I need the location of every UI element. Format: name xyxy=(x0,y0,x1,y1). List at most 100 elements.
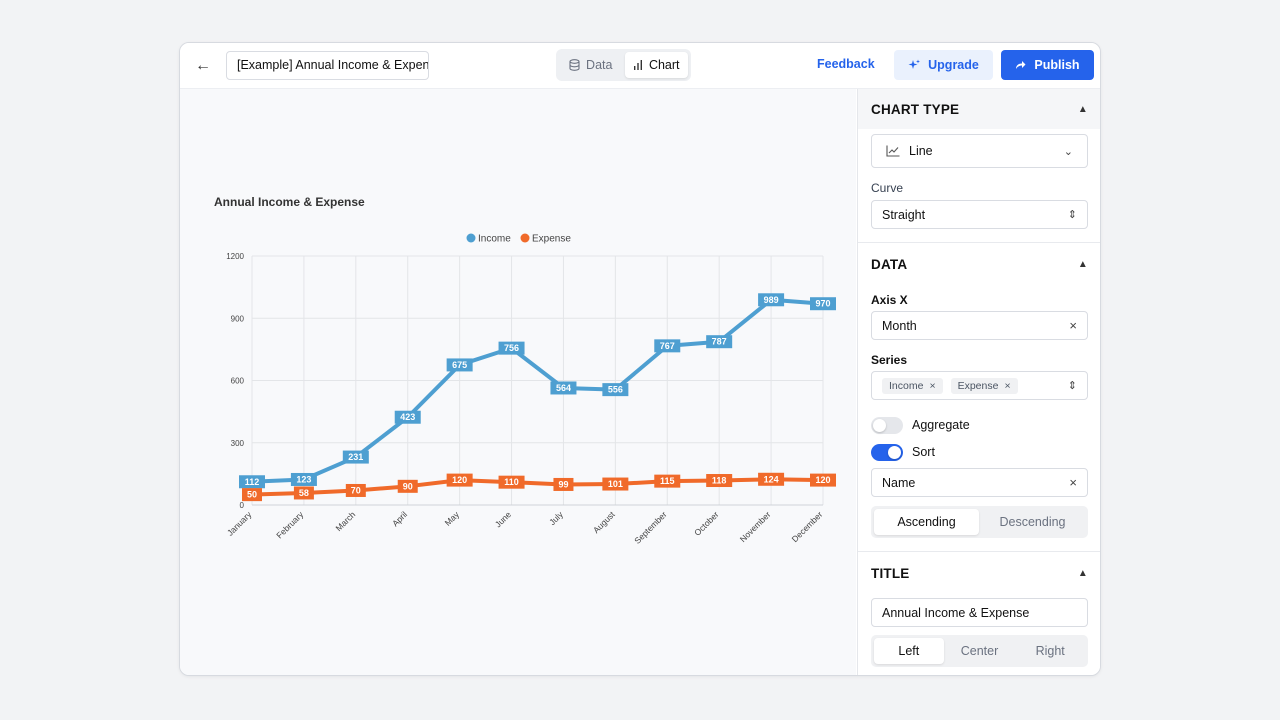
publish-button[interactable]: Publish xyxy=(1001,50,1094,80)
data-label: 70 xyxy=(351,485,361,495)
data-label: 120 xyxy=(815,475,830,485)
arrow-left-icon: ← xyxy=(195,57,211,74)
data-label-box xyxy=(706,474,733,488)
data-label: 767 xyxy=(660,341,675,351)
chart-name-input[interactable]: [Example] Annual Income & Expen xyxy=(226,51,429,80)
sparkle-icon xyxy=(908,59,921,69)
chevron-up-icon: ▲ xyxy=(1077,258,1088,270)
data-label-box xyxy=(602,477,629,491)
chart-type-select[interactable]: Line ⌄ xyxy=(871,134,1088,168)
sort-order-control: Ascending Descending xyxy=(871,506,1088,538)
data-label: 423 xyxy=(400,412,415,422)
remove-icon[interactable]: × xyxy=(1004,379,1011,392)
view-toggle: Data Chart xyxy=(556,49,691,81)
series-chip-income: Income × xyxy=(882,377,943,394)
back-button[interactable]: ← xyxy=(192,55,214,77)
tab-data[interactable]: Data xyxy=(559,52,623,78)
divider xyxy=(858,242,1100,243)
data-label: 989 xyxy=(764,295,779,305)
aggregate-toggle[interactable] xyxy=(871,417,903,434)
data-label-box xyxy=(810,473,836,487)
sort-ascending-option[interactable]: Ascending xyxy=(874,509,979,535)
line-chart: Annual Income & Expense Income Expense 0 300… xyxy=(214,195,836,546)
legend-label: Expense xyxy=(532,234,571,245)
data-label: 120 xyxy=(452,475,467,485)
data-label-box xyxy=(446,358,473,372)
tab-data-label: Data xyxy=(586,58,613,72)
sort-toggle[interactable] xyxy=(871,444,903,461)
publish-label: Publish xyxy=(1034,58,1080,72)
clear-icon[interactable]: × xyxy=(1069,475,1077,490)
align-right-option[interactable]: Right xyxy=(1035,644,1065,658)
series-select[interactable]: Income × Expense × ⇕ xyxy=(871,371,1088,400)
line-chart-icon xyxy=(886,145,900,157)
data-heading: DATA xyxy=(871,256,908,272)
series-chip-label: Expense xyxy=(957,379,999,392)
share-arrow-icon xyxy=(1016,61,1026,69)
axis-x-select[interactable]: Month × xyxy=(871,311,1088,340)
data-label-box xyxy=(239,475,265,489)
bar-chart-icon xyxy=(633,60,642,70)
series-chip-expense: Expense × xyxy=(950,377,1018,394)
data-label: 118 xyxy=(712,476,727,486)
title-align-control: Left Center Right xyxy=(871,635,1088,667)
series-chip-label: Income xyxy=(889,379,924,392)
data-section-header[interactable]: DATA ▲ xyxy=(858,244,1100,284)
x-tick-label: February xyxy=(274,509,306,541)
title-section-header[interactable]: TITLE ▲ xyxy=(858,553,1100,593)
chart-title: Annual Income & Expense xyxy=(214,195,365,209)
data-label-box xyxy=(758,472,785,486)
tab-chart[interactable]: Chart xyxy=(624,52,688,78)
curve-select[interactable]: Straight ⇕ xyxy=(871,200,1088,229)
aggregate-label: Aggregate xyxy=(912,418,970,432)
app-window: ← [Example] Annual Income & Expen Data C… xyxy=(179,42,1101,676)
x-tick-label: December xyxy=(790,509,825,544)
x-tick-label: January xyxy=(225,509,254,538)
align-left-option[interactable]: Left xyxy=(874,638,944,664)
y-tick-label: 1200 xyxy=(226,252,244,261)
chart-title-input[interactable]: Annual Income & Expense xyxy=(871,598,1088,627)
data-label: 58 xyxy=(299,488,309,498)
data-label-box xyxy=(498,341,525,355)
data-label-box xyxy=(290,472,317,486)
x-tick-label: June xyxy=(493,509,513,529)
y-tick-label: 0 xyxy=(240,501,245,510)
chart-canvas: Annual Income & Expense Income Expense 0 300… xyxy=(180,89,856,675)
data-label: 787 xyxy=(712,337,727,347)
toggle-knob xyxy=(888,446,901,459)
curve-value: Straight xyxy=(882,207,926,222)
divider xyxy=(858,551,1100,552)
sort-by-value: Name xyxy=(882,475,916,490)
data-label-box xyxy=(550,381,577,395)
settings-panel: CHART TYPE ▲ Line ⌄ Curve Straight ⇕ DAT… xyxy=(857,89,1100,675)
legend-marker xyxy=(466,233,476,243)
sort-descending-option[interactable]: Descending xyxy=(999,515,1066,529)
data-label: 564 xyxy=(556,383,571,393)
data-label: 99 xyxy=(558,479,568,489)
legend-label: Income xyxy=(478,234,511,245)
chart-type-section-header[interactable]: CHART TYPE ▲ xyxy=(858,89,1100,129)
align-center-option[interactable]: Center xyxy=(960,644,999,658)
chevron-up-icon: ▲ xyxy=(1077,567,1088,579)
data-label: 970 xyxy=(815,299,830,309)
feedback-link[interactable]: Feedback xyxy=(817,57,875,71)
data-label-box xyxy=(342,450,369,464)
upgrade-label: Upgrade xyxy=(928,58,979,72)
data-label: 231 xyxy=(348,452,363,462)
data-label-box xyxy=(394,410,421,424)
top-bar: ← [Example] Annual Income & Expen Data C… xyxy=(180,43,1100,89)
y-tick-label: 900 xyxy=(231,314,245,323)
x-tick-label: April xyxy=(390,509,409,528)
chevron-up-icon: ▲ xyxy=(1077,103,1088,115)
upgrade-button[interactable]: Upgrade xyxy=(894,50,993,80)
select-arrows-icon: ⇕ xyxy=(1067,380,1077,392)
data-label: 556 xyxy=(608,385,623,395)
data-label: 110 xyxy=(504,477,519,487)
data-label: 756 xyxy=(504,343,519,353)
remove-icon[interactable]: × xyxy=(929,379,936,392)
toggle-knob xyxy=(873,419,886,432)
x-tick-label: September xyxy=(632,509,669,546)
sort-by-select[interactable]: Name × xyxy=(871,468,1088,497)
clear-icon[interactable]: × xyxy=(1069,318,1077,333)
data-label-box xyxy=(706,335,733,349)
